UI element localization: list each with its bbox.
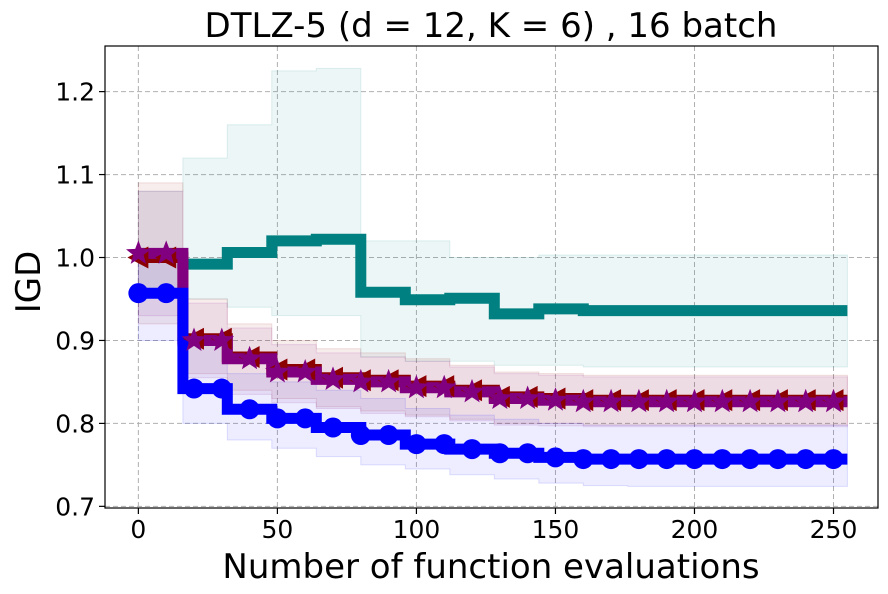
x-tick-label: 0 [130, 515, 146, 544]
marker-blue [267, 408, 288, 429]
series-line-teal [138, 233, 848, 320]
marker-purple [320, 366, 346, 390]
marker-purple [431, 374, 457, 399]
marker-purple [376, 368, 401, 393]
marker-blue [545, 447, 566, 468]
x-tick-label: 50 [261, 515, 293, 544]
marker-blue [239, 399, 260, 420]
y-tick-label: 0.7 [55, 492, 95, 521]
marker-purple [654, 388, 679, 413]
marker-blue [712, 449, 733, 470]
marker-purple [237, 345, 262, 370]
marker-blue [406, 434, 427, 455]
marker-purple [181, 327, 207, 351]
marker-blue [323, 417, 344, 438]
marker-purple [682, 388, 707, 413]
marker-purple [570, 388, 596, 413]
marker-purple [515, 385, 540, 409]
marker-purple [292, 359, 318, 383]
marker-purple [126, 240, 151, 264]
marker-blue [517, 443, 538, 464]
x-axis-ticks: 0 50 100 150 200 250 [130, 508, 857, 544]
y-tick-label: 1.2 [55, 78, 95, 107]
y-tick-label: 1.1 [55, 161, 95, 190]
marker-blue [823, 449, 844, 470]
band-teal [137, 67, 848, 368]
marker-blue [462, 439, 483, 460]
chart-title: DTLZ-5 (d = 12, K = 6) , 16 batch [205, 6, 778, 46]
marker-purple [459, 378, 485, 403]
marker-blue [156, 283, 177, 304]
marker-blue [740, 449, 761, 470]
y-axis-label: IGD [9, 251, 49, 314]
marker-blue [211, 378, 232, 399]
marker-blue [350, 425, 371, 446]
marker-purple [404, 374, 429, 399]
y-axis-ticks: 0.7 0.8 0.9 1.0 1.1 1.2 [55, 78, 105, 521]
x-tick-label: 150 [532, 515, 580, 544]
marker-purple [737, 388, 763, 413]
x-tick-label: 250 [810, 515, 858, 544]
plot-frame [104, 45, 879, 509]
marker-blue [601, 449, 622, 470]
marker-blue [434, 434, 455, 455]
marker-blue [656, 449, 677, 470]
x-tick-label: 200 [671, 515, 719, 544]
marker-blue [767, 449, 788, 470]
marker-blue [295, 408, 316, 429]
marker-blue [573, 449, 594, 470]
y-tick-label: 0.9 [55, 326, 95, 355]
marker-purple [265, 359, 290, 383]
marker-purple [765, 388, 791, 413]
marker-blue [183, 378, 204, 399]
marker-purple [209, 327, 235, 351]
marker-blue [795, 449, 816, 470]
y-tick-label: 0.8 [55, 409, 95, 438]
marker-purple [598, 388, 624, 413]
marker-purple [153, 240, 179, 264]
marker-blue [378, 425, 399, 446]
marker-blue [628, 449, 649, 470]
series-markers [126, 240, 846, 470]
marker-blue [128, 283, 149, 304]
marker-purple [709, 388, 735, 413]
marker-purple [626, 388, 652, 413]
y-tick-label: 1.0 [55, 244, 95, 273]
x-axis-label: Number of function evaluations [222, 547, 759, 587]
marker-blue [489, 443, 510, 464]
marker-purple [793, 388, 819, 413]
marker-purple [348, 368, 374, 393]
marker-purple [821, 388, 846, 413]
marker-blue [684, 449, 705, 470]
x-tick-label: 100 [393, 515, 441, 544]
marker-purple [487, 385, 513, 409]
marker-purple [543, 387, 568, 411]
